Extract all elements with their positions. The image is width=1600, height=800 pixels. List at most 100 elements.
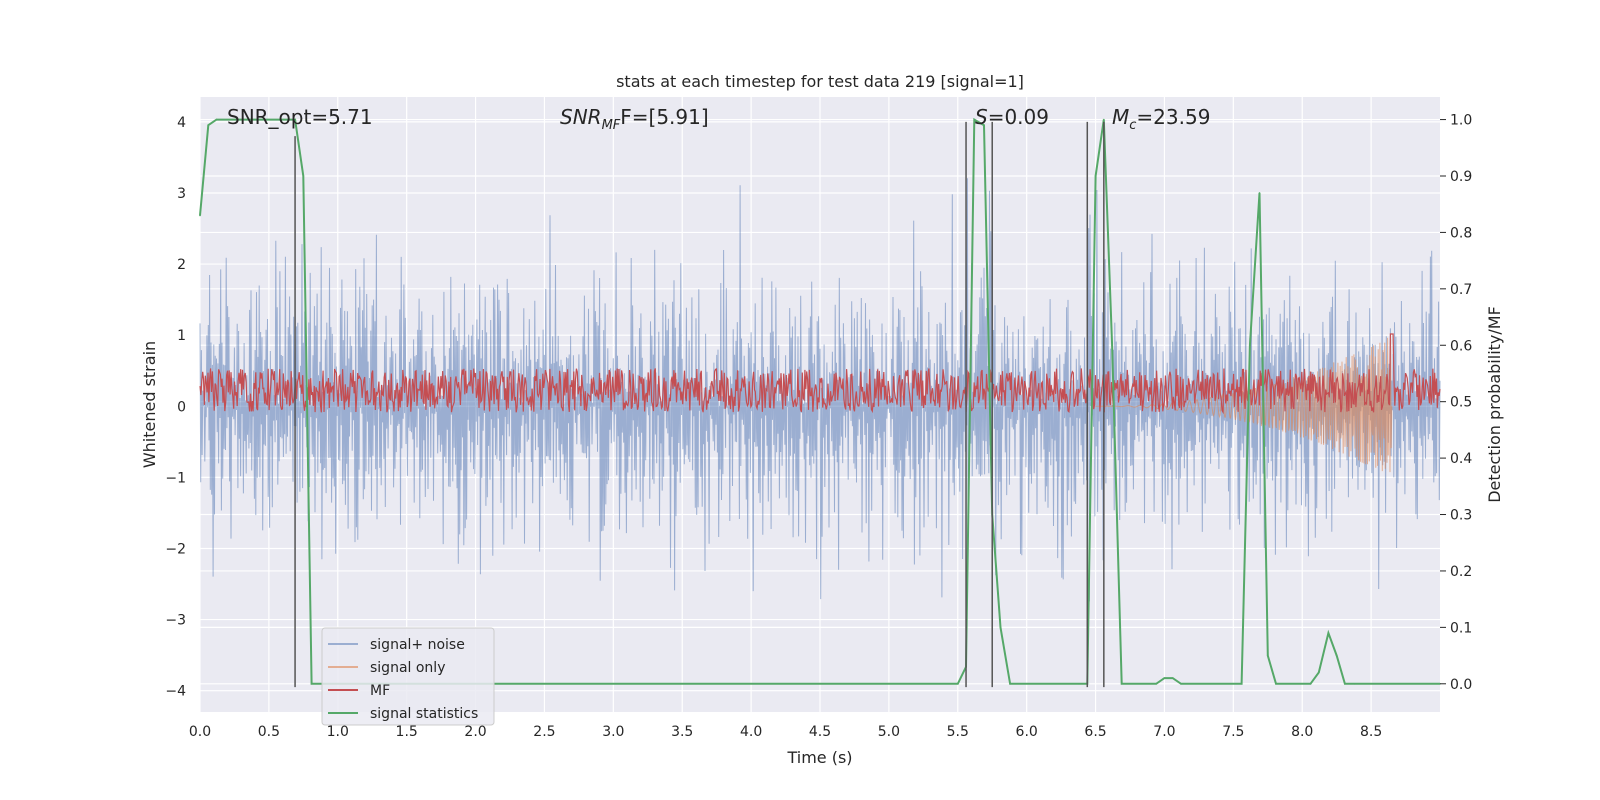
y-left-tick-label: −2 [165, 541, 186, 557]
signal-statistics-point [1180, 682, 1182, 685]
signal-statistics-point [215, 118, 218, 121]
signal-statistics-point [1335, 654, 1338, 657]
signal-statistics-point [1009, 682, 1011, 685]
x-tick-label: 8.0 [1291, 724, 1313, 740]
vertical-markers [294, 121, 1105, 688]
x-axis-ticks: 0.0 0.5 1.0 1.5 2.0 2.5 3.0 3.5 4.0 4.5 5.0 5.5 6.0 6… [189, 724, 1382, 740]
signal-statistics-point [310, 682, 313, 685]
x-tick-label: 2.5 [533, 724, 555, 740]
legend-box [321, 627, 495, 726]
signal-statistics-point [302, 175, 305, 177]
signal-statistics-point [1266, 654, 1269, 657]
annotation-snr-mf-sub: MF [602, 118, 621, 133]
legend: signal+ noise signal only MF signal stat… [321, 627, 495, 726]
y-right-tick-label: 0.8 [1450, 225, 1472, 241]
x-tick-label: 5.0 [878, 724, 900, 740]
y-left-tick-label: −4 [165, 684, 186, 700]
x-tick-label: 5.5 [947, 724, 969, 740]
x-axis-label: Time (s) [786, 748, 852, 767]
signal-statistics-point [983, 124, 985, 127]
x-tick-label: 2.0 [464, 724, 486, 740]
signal-statistics-point [1327, 632, 1330, 634]
signal-statistics-point [956, 682, 959, 685]
signal-statistics-point [1275, 682, 1277, 685]
signal-statistics-point [1240, 682, 1243, 685]
y-right-tick-label: 0.7 [1450, 282, 1472, 298]
y-right-tick-label: 0.2 [1450, 564, 1472, 580]
x-tick-label: 8.5 [1360, 724, 1382, 740]
signal-statistics-point [999, 626, 1002, 629]
y-right-tick-label: 0.4 [1450, 451, 1472, 467]
x-tick-label: 7.5 [1222, 724, 1244, 740]
y-right-axis-label: Detection probability/MF [1485, 306, 1504, 503]
annotation-mc-sub: c [1129, 118, 1136, 133]
y-right-tick-label: 0.5 [1450, 395, 1472, 411]
annotation-mc-label: M [1112, 105, 1129, 129]
y-left-tick-label: 0 [177, 399, 186, 415]
signal-statistics-point [1120, 682, 1123, 685]
x-tick-label: 6.5 [1084, 724, 1106, 740]
annotation-snr-mf-prefix: SNR [560, 105, 602, 129]
x-tick-label: 4.5 [809, 724, 831, 740]
signal-statistics-point [1103, 118, 1105, 121]
y-right-tick-label: 0.9 [1450, 169, 1472, 185]
y-right-tick-label: 0.0 [1450, 677, 1472, 693]
annotation-snr-opt: SNR_opt=5.71 [227, 105, 373, 129]
series-mf-line [199, 333, 1441, 415]
signal-statistics-point [1353, 682, 1356, 685]
y-right-tick-label: 0.6 [1450, 338, 1472, 354]
x-tick-label: 3.0 [602, 724, 624, 740]
signal-statistics-point [207, 124, 210, 127]
y-right-tick-label: 0.1 [1450, 620, 1472, 636]
annotation-s-value: =0.09 [988, 105, 1049, 129]
x-tick-label: 0.5 [258, 724, 280, 740]
y-right-tick-label: 0.3 [1450, 508, 1472, 524]
x-tick-label: 1.0 [327, 724, 349, 740]
signal-statistics-point [1171, 677, 1174, 679]
y-right-axis-ticks: 1.0 0.9 0.8 0.7 0.6 0.5 0.4 0.3 0.2 0.1 0.0 [1440, 113, 1472, 693]
signal-statistics-point [294, 118, 296, 121]
signal-statistics-point [1111, 344, 1113, 347]
y-left-axis-ticks: 4 3 2 1 0 −1 −2 −3 −4 [165, 115, 186, 700]
x-tick-label: 3.5 [671, 724, 693, 740]
x-tick-label: 6.0 [1016, 724, 1038, 740]
legend-label-signal-statistics: signal statistics [370, 706, 478, 722]
y-left-tick-label: 1 [177, 328, 186, 344]
x-tick-label: 0.0 [189, 724, 211, 740]
annotation-mc: Mc=23.59 [1112, 105, 1210, 133]
chart-title: stats at each timestep for test data 219… [616, 72, 1024, 91]
annotation-mc-value: =23.59 [1136, 105, 1210, 129]
signal-statistics-point [1249, 344, 1251, 347]
signal-statistics-point [1155, 682, 1157, 685]
signal-statistics-point [199, 214, 201, 217]
series-signal-statistics-line [199, 117, 1440, 685]
x-tick-label: 7.0 [1153, 724, 1175, 740]
annotation-s: S=0.09 [975, 105, 1049, 129]
annotation-s-label: S [975, 105, 988, 129]
y-left-tick-label: 4 [177, 115, 186, 131]
signal-statistics-point [268, 118, 270, 121]
signal-statistics-point [1258, 192, 1261, 194]
signal-statistics-point [1317, 671, 1320, 674]
y-left-tick-label: 3 [177, 186, 186, 202]
data-layer [199, 117, 1441, 685]
x-tick-label: 1.5 [396, 724, 418, 740]
x-tick-label: 4.0 [740, 724, 762, 740]
signal-statistics-point [1163, 677, 1166, 679]
legend-label-signal-only: signal only [370, 660, 445, 676]
annotation-snr-mf-value: F=[5.91] [620, 105, 708, 129]
annotation-snr-mf: SNRMFF=[5.91] [560, 105, 709, 133]
signal-statistics-point [1078, 682, 1080, 685]
signal-statistics-point [1309, 682, 1312, 685]
y-left-axis-label: Whitened strain [140, 341, 159, 468]
signal-statistics-point [1344, 682, 1346, 685]
signal-statistics-point [973, 118, 976, 121]
y-right-tick-label: 1.0 [1450, 113, 1472, 129]
y-left-tick-label: −3 [165, 613, 186, 629]
y-left-tick-label: 2 [177, 257, 186, 273]
y-left-tick-label: −1 [165, 470, 186, 486]
legend-label-mf: MF [370, 683, 390, 699]
signal-statistics-point [1094, 175, 1097, 177]
legend-label-signal-noise: signal+ noise [370, 637, 465, 653]
